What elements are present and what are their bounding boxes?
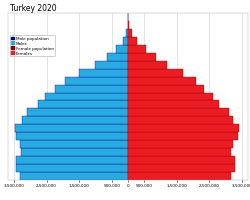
Bar — [127, 22, 128, 30]
Text: Turkey 2020: Turkey 2020 — [10, 4, 56, 13]
Bar — [65, 77, 128, 85]
Bar — [128, 54, 155, 61]
Bar — [128, 133, 238, 140]
Bar — [128, 30, 131, 38]
Bar — [126, 30, 128, 38]
Legend: Male population, Males, Female population, Females: Male population, Males, Female populatio… — [10, 36, 55, 57]
Bar — [128, 85, 203, 93]
Bar — [22, 117, 128, 125]
Bar — [128, 148, 230, 156]
Bar — [116, 46, 128, 54]
Bar — [95, 61, 128, 69]
Bar — [128, 46, 145, 54]
Bar — [20, 172, 128, 180]
Bar — [128, 125, 238, 133]
Bar — [128, 69, 182, 77]
Bar — [26, 109, 128, 117]
Bar — [45, 93, 128, 101]
Bar — [16, 133, 128, 140]
Bar — [128, 117, 232, 125]
Bar — [128, 93, 212, 101]
Bar — [128, 61, 167, 69]
Bar — [79, 69, 128, 77]
Bar — [20, 140, 128, 148]
Bar — [128, 140, 232, 148]
Bar — [128, 77, 195, 85]
Bar — [128, 109, 228, 117]
Bar — [107, 54, 128, 61]
Bar — [15, 125, 128, 133]
Bar — [16, 156, 128, 164]
Bar — [21, 148, 128, 156]
Bar — [128, 38, 136, 46]
Bar — [122, 38, 128, 46]
Bar — [128, 156, 234, 164]
Bar — [128, 164, 234, 172]
Bar — [38, 101, 128, 109]
Bar — [128, 172, 230, 180]
Bar — [55, 85, 128, 93]
Bar — [16, 164, 128, 172]
Bar — [128, 101, 218, 109]
